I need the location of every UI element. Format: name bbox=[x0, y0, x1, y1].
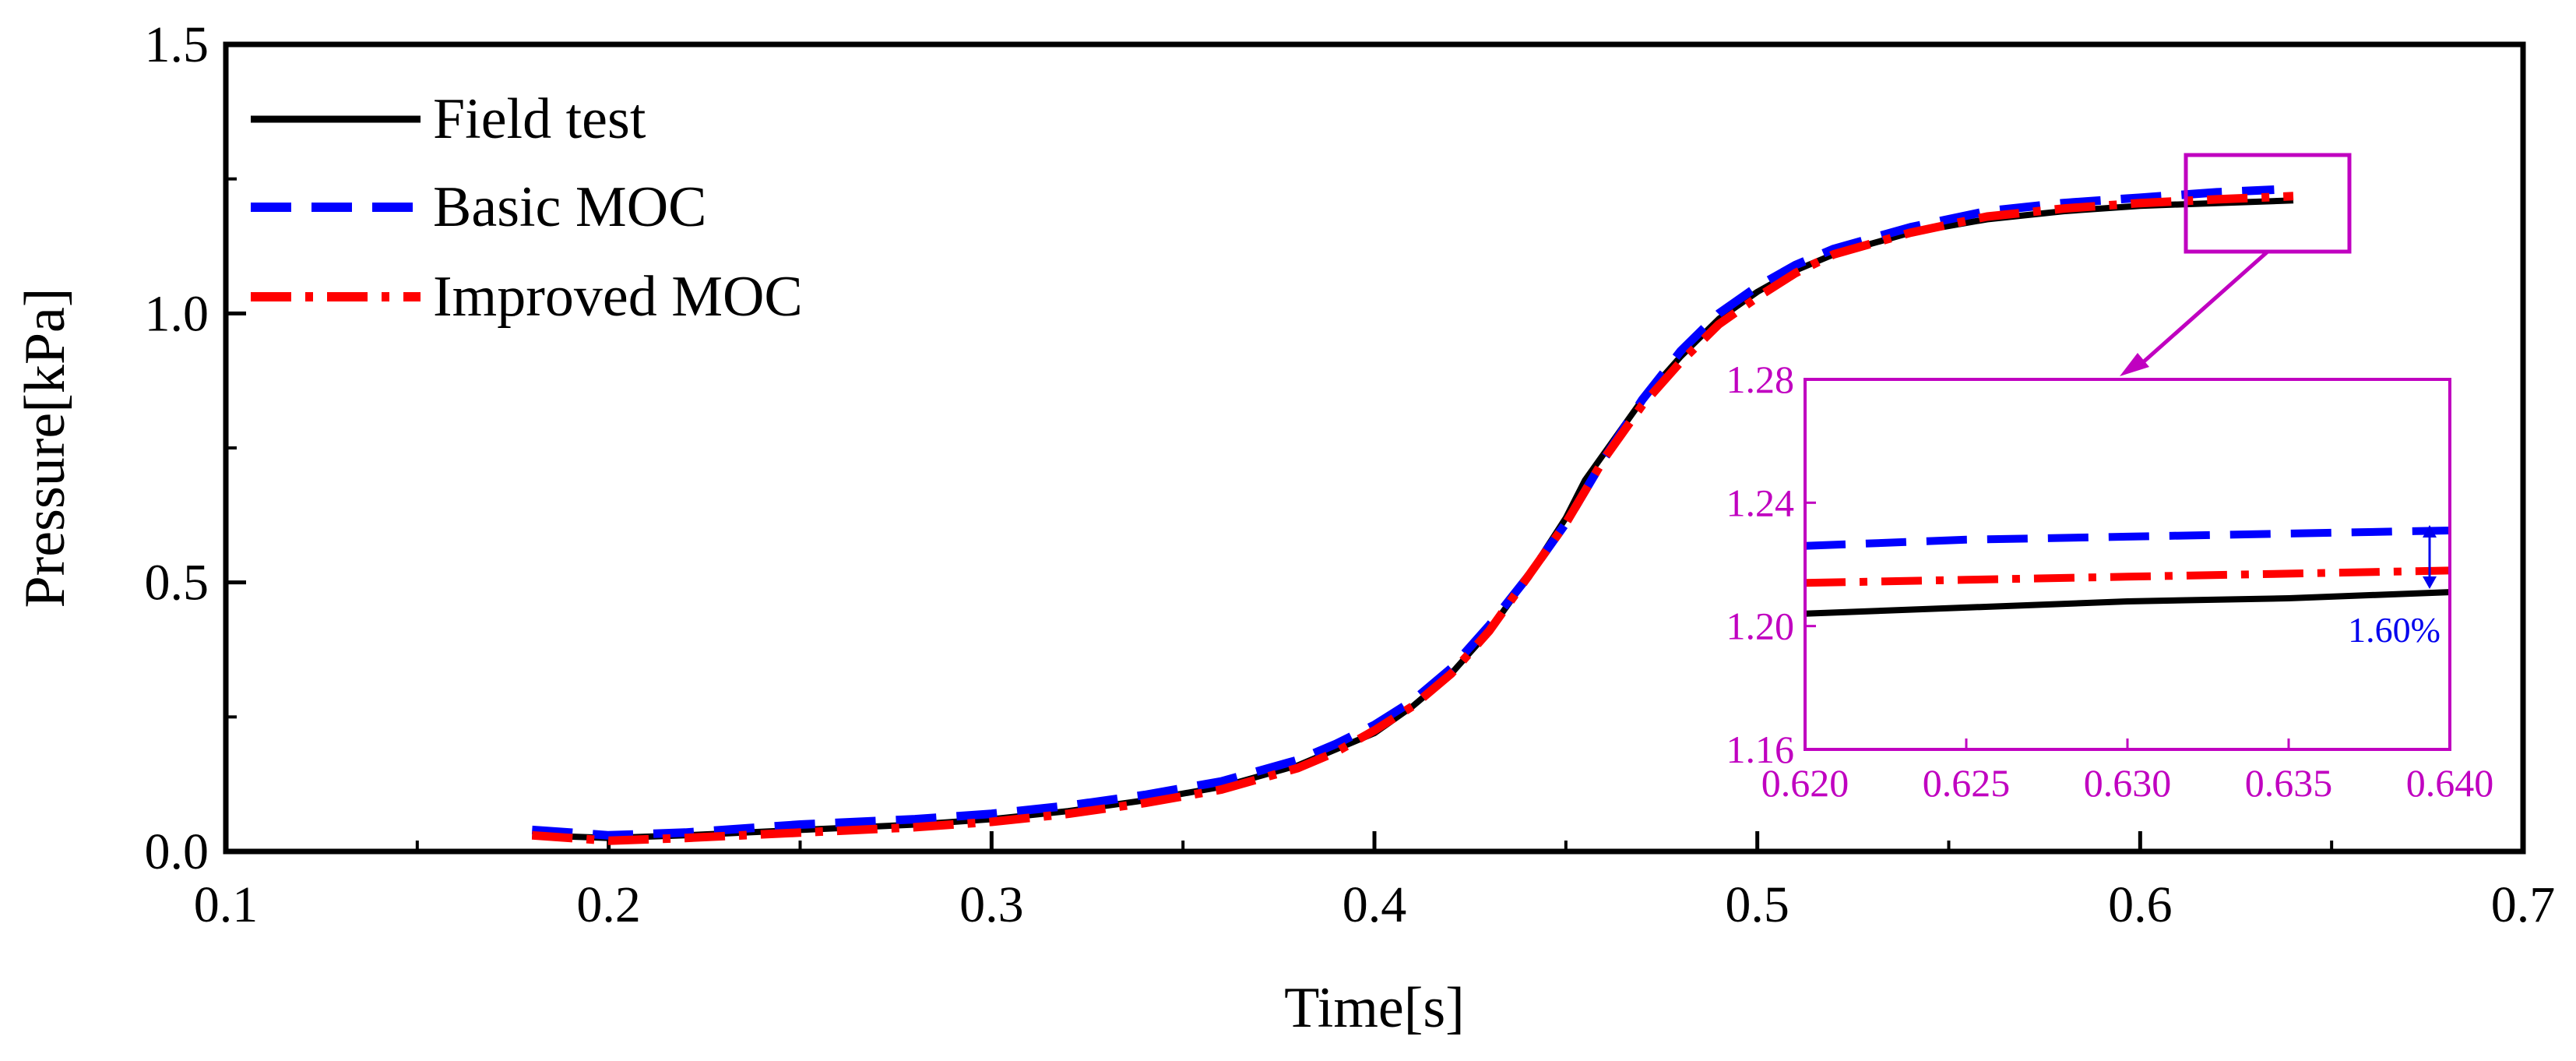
x-tick-label: 0.4 bbox=[1343, 876, 1407, 933]
legend: Field test Basic MOC Improved MOC bbox=[251, 87, 803, 329]
inset-x-tick-label: 0.630 bbox=[2084, 761, 2172, 805]
plot-frame bbox=[223, 41, 2526, 855]
inset-x-tick-label: 0.640 bbox=[2406, 761, 2494, 805]
y-tick-label: 1.5 bbox=[145, 16, 209, 73]
inset-y-tick-label: 1.24 bbox=[1726, 481, 1795, 524]
inset-series-line-basic-moc bbox=[1804, 527, 2451, 550]
inset-y-tick-label: 1.28 bbox=[1726, 358, 1795, 401]
x-tick-label: 0.7 bbox=[2491, 876, 2556, 933]
inset-zoom-panel: 0.620 0.625 0.630 0.635 0.640 1.16 1.20 1.24 1.2… bbox=[1726, 358, 2494, 805]
inset-frame bbox=[1804, 378, 2451, 751]
inset-background bbox=[1805, 379, 2450, 749]
x-tick-label: 0.5 bbox=[1725, 876, 1789, 933]
x-axis-title: Time[s] bbox=[1284, 976, 1465, 1040]
x-tick-label: 0.2 bbox=[576, 876, 641, 933]
inset-y-tick-label: 1.16 bbox=[1726, 728, 1795, 771]
legend-label-field-test: Field test bbox=[433, 87, 646, 151]
x-tick-label: 0.6 bbox=[2108, 876, 2173, 933]
difference-annotation: 1.60% bbox=[2348, 610, 2441, 650]
x-tick-label: 0.3 bbox=[959, 876, 1024, 933]
inset-x-tick-label: 0.635 bbox=[2245, 761, 2333, 805]
inset-x-tick-label: 0.620 bbox=[1761, 761, 1849, 805]
zoom-callout-arrow bbox=[2141, 250, 2269, 364]
y-tick-label: 0.5 bbox=[145, 555, 209, 612]
inset-series-line-field-test bbox=[1804, 589, 2451, 617]
series-line-improved-moc bbox=[531, 192, 2294, 845]
y-axis-title: Pressure[kPa] bbox=[13, 287, 77, 608]
legend-label-basic-moc: Basic MOC bbox=[433, 175, 707, 239]
zoom-callout-arrowhead bbox=[2120, 353, 2149, 376]
inset-x-tick-label: 0.625 bbox=[1923, 761, 2011, 805]
y-tick-label: 0.0 bbox=[145, 823, 209, 880]
difference-arrowhead-down bbox=[2423, 576, 2437, 589]
legend-label-improved-moc: Improved MOC bbox=[433, 265, 803, 329]
inset-y-tick-label: 1.20 bbox=[1726, 605, 1795, 648]
inset-series-line-improved-moc bbox=[1804, 566, 2451, 587]
difference-arrowhead-up bbox=[2423, 525, 2437, 538]
y-tick-label: 1.0 bbox=[145, 285, 209, 342]
x-tick-label: 0.1 bbox=[194, 876, 259, 933]
